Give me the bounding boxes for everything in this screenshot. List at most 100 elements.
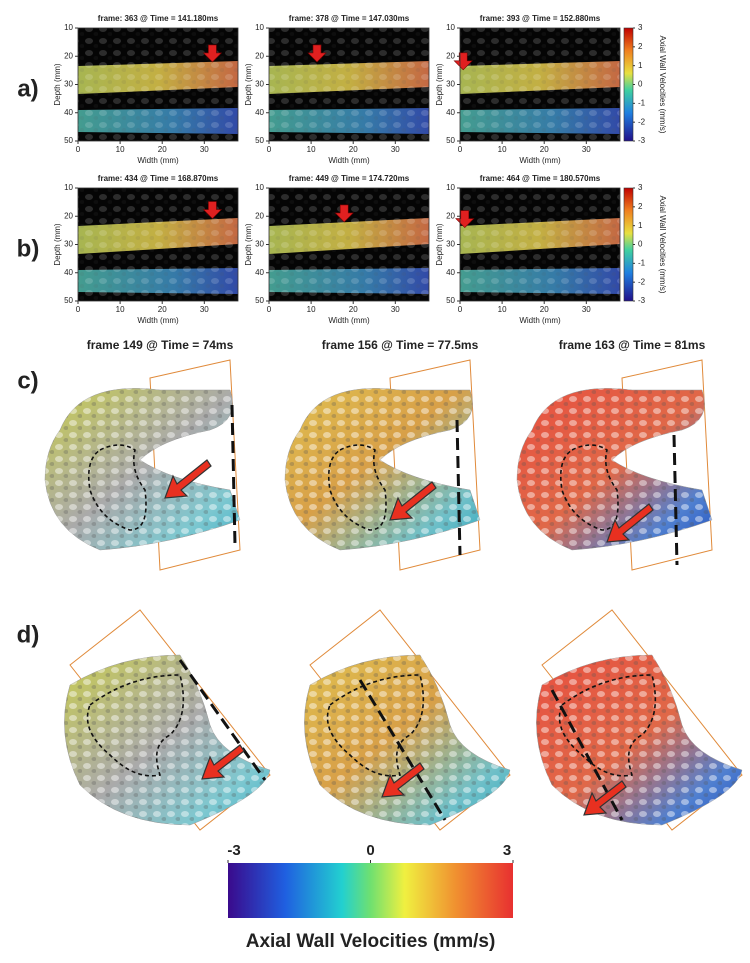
- colorbar: [623, 27, 634, 142]
- render-d: [304, 609, 511, 831]
- colorbar-label: Axial Wall Velocities (mm/s): [658, 36, 667, 134]
- x-tick-label: 0: [76, 305, 81, 314]
- arrow: [307, 44, 327, 63]
- colorbar-tick-label: 0: [638, 80, 643, 89]
- render-title: frame 156 @ Time = 77.5ms: [322, 338, 479, 352]
- cut-line: [230, 404, 237, 546]
- vessel-texture: [64, 655, 270, 825]
- x-tick-label: 0: [458, 305, 463, 314]
- x-axis-label: Width (mm): [328, 316, 370, 325]
- render-d: [64, 609, 271, 831]
- x-tick-label: 0: [267, 305, 272, 314]
- y-tick-label: 20: [255, 51, 264, 60]
- vessel-texture: [45, 388, 240, 550]
- arrow: [202, 201, 223, 219]
- x-tick-label: 20: [540, 305, 549, 314]
- y-tick-label: 40: [255, 268, 264, 277]
- arrow: [606, 503, 654, 543]
- y-tick-label: 50: [446, 296, 455, 305]
- arrow: [201, 744, 245, 780]
- colorbar: [623, 187, 634, 302]
- y-tick-label: 40: [446, 108, 455, 117]
- y-axis-label: Depth (mm): [435, 223, 444, 266]
- cut-line: [455, 419, 462, 556]
- outline: [87, 444, 147, 531]
- y-tick-label: 50: [64, 296, 73, 305]
- y-tick-label: 30: [255, 240, 264, 249]
- colorbar-tick-label: -2: [638, 117, 646, 126]
- render-c: [44, 359, 241, 571]
- x-tick-label: 10: [498, 145, 507, 154]
- colorbar-tick-label: -3: [638, 296, 646, 305]
- legend-tick-label: 0: [366, 842, 374, 859]
- cut-line: [550, 689, 624, 821]
- y-tick-label: 40: [64, 268, 73, 277]
- y-tick-label: 30: [446, 240, 455, 249]
- y-tick-label: 10: [255, 23, 264, 32]
- panel-title: frame: 434 @ Time = 168.870ms: [98, 174, 219, 183]
- row-label: d): [17, 621, 40, 648]
- arrow: [164, 459, 212, 499]
- render-d: [536, 609, 743, 831]
- legend-tick-label: -3: [227, 842, 240, 859]
- row-label: c): [17, 367, 38, 394]
- outline: [327, 444, 387, 531]
- x-tick-label: 30: [391, 145, 400, 154]
- y-tick-label: 10: [64, 23, 73, 32]
- cut-line: [178, 659, 267, 781]
- cut-line: [358, 679, 447, 821]
- y-tick-label: 10: [446, 23, 455, 32]
- x-tick-label: 20: [540, 145, 549, 154]
- x-tick-label: 0: [76, 145, 81, 154]
- colorbar-tick-label: -3: [638, 136, 646, 145]
- y-tick-label: 40: [255, 108, 264, 117]
- panel-title: frame: 378 @ Time = 147.030ms: [289, 14, 410, 23]
- y-axis-label: Depth (mm): [244, 63, 253, 106]
- colorbar-tick-label: 1: [638, 221, 643, 230]
- arrow: [381, 762, 425, 798]
- colorbar-tick-label: -1: [638, 98, 646, 107]
- colorbar-tick-label: 2: [638, 42, 643, 51]
- y-tick-label: 50: [255, 136, 264, 145]
- colorbar-tick-label: 3: [638, 183, 643, 192]
- x-tick-label: 10: [307, 305, 316, 314]
- x-axis-label: Width (mm): [519, 316, 561, 325]
- y-tick-label: 40: [446, 268, 455, 277]
- y-tick-label: 30: [64, 240, 73, 249]
- x-tick-label: 10: [116, 305, 125, 314]
- x-tick-label: 10: [307, 145, 316, 154]
- row-label: a): [17, 75, 38, 102]
- panel-title: frame: 449 @ Time = 174.720ms: [289, 174, 410, 183]
- colorbar-tick-label: 0: [638, 240, 643, 249]
- panel-title: frame: 393 @ Time = 152.880ms: [480, 14, 601, 23]
- arrow: [334, 204, 354, 223]
- x-tick-label: 30: [391, 305, 400, 314]
- render-title: frame 149 @ Time = 74ms: [87, 338, 234, 352]
- y-tick-label: 10: [64, 183, 73, 192]
- vessel-texture: [536, 655, 742, 825]
- y-tick-label: 20: [255, 211, 264, 220]
- y-tick-label: 20: [446, 211, 455, 220]
- y-axis-label: Depth (mm): [53, 63, 62, 106]
- speckle: [460, 28, 620, 141]
- x-tick-label: 30: [200, 145, 209, 154]
- x-axis-label: Width (mm): [137, 316, 179, 325]
- y-axis-label: Depth (mm): [53, 223, 62, 266]
- speckle: [460, 188, 620, 301]
- x-tick-label: 30: [582, 145, 591, 154]
- panel-title: frame: 363 @ Time = 141.180ms: [98, 14, 219, 23]
- x-tick-label: 10: [116, 145, 125, 154]
- panel-title: frame: 464 @ Time = 180.570ms: [480, 174, 601, 183]
- y-tick-label: 20: [446, 51, 455, 60]
- colorbar-tick-label: -1: [638, 258, 646, 267]
- x-tick-label: 20: [349, 305, 358, 314]
- x-tick-label: 20: [158, 305, 167, 314]
- legend-tick-label: 3: [503, 842, 511, 859]
- y-axis-label: Depth (mm): [435, 63, 444, 106]
- speckle: [269, 28, 429, 141]
- x-tick-label: 30: [200, 305, 209, 314]
- vessel-texture: [285, 388, 480, 550]
- y-tick-label: 40: [64, 108, 73, 117]
- render-c: [284, 359, 481, 571]
